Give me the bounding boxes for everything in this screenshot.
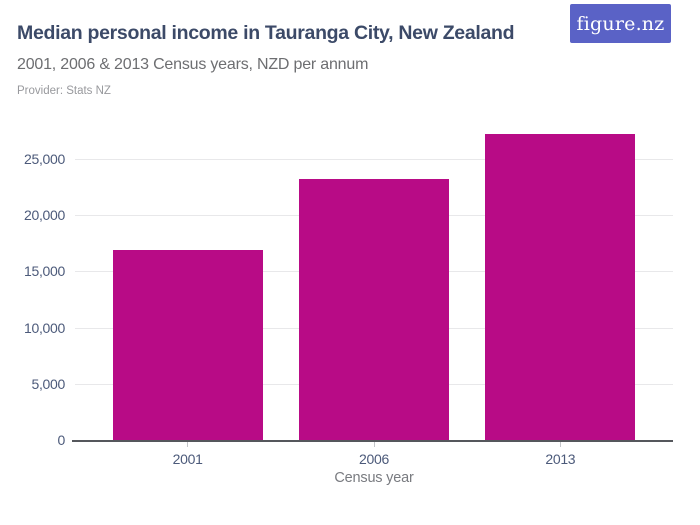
- x-axis-line: [72, 440, 673, 442]
- bar-2006: [299, 179, 449, 440]
- y-axis-tick-label: 10,000: [23, 319, 65, 336]
- x-axis-title: Census year: [334, 470, 414, 486]
- page-title: Median personal income in Tauranga City,…: [17, 22, 515, 44]
- gridline-25,000: [75, 159, 673, 160]
- x-axis-tick: [373, 440, 375, 447]
- figure-nz-logo[interactable]: figure.nz: [570, 4, 671, 43]
- x-axis-tick-label: 2001: [172, 451, 203, 467]
- y-axis-tick-label: 25,000: [23, 151, 65, 167]
- provider-credit: Provider: Stats NZ: [17, 85, 111, 97]
- x-axis-tick: [559, 440, 561, 447]
- y-axis-tick-label: 20,000: [23, 207, 65, 224]
- x-axis-tick-label: 2006: [359, 451, 389, 467]
- x-axis-tick: [187, 440, 189, 447]
- bar-2013: [485, 134, 636, 440]
- figure-nz-logo-text: figure.nz: [576, 12, 665, 35]
- y-axis-tick-label: 0: [57, 432, 66, 448]
- y-axis-tick-label: 15,000: [23, 263, 65, 280]
- chart-subtitle: 2001, 2006 & 2013 Census years, NZD per …: [17, 56, 369, 73]
- x-axis-tick-label: 2013: [545, 451, 576, 467]
- bar-2001: [112, 250, 263, 440]
- y-axis-tick-label: 5,000: [31, 375, 65, 392]
